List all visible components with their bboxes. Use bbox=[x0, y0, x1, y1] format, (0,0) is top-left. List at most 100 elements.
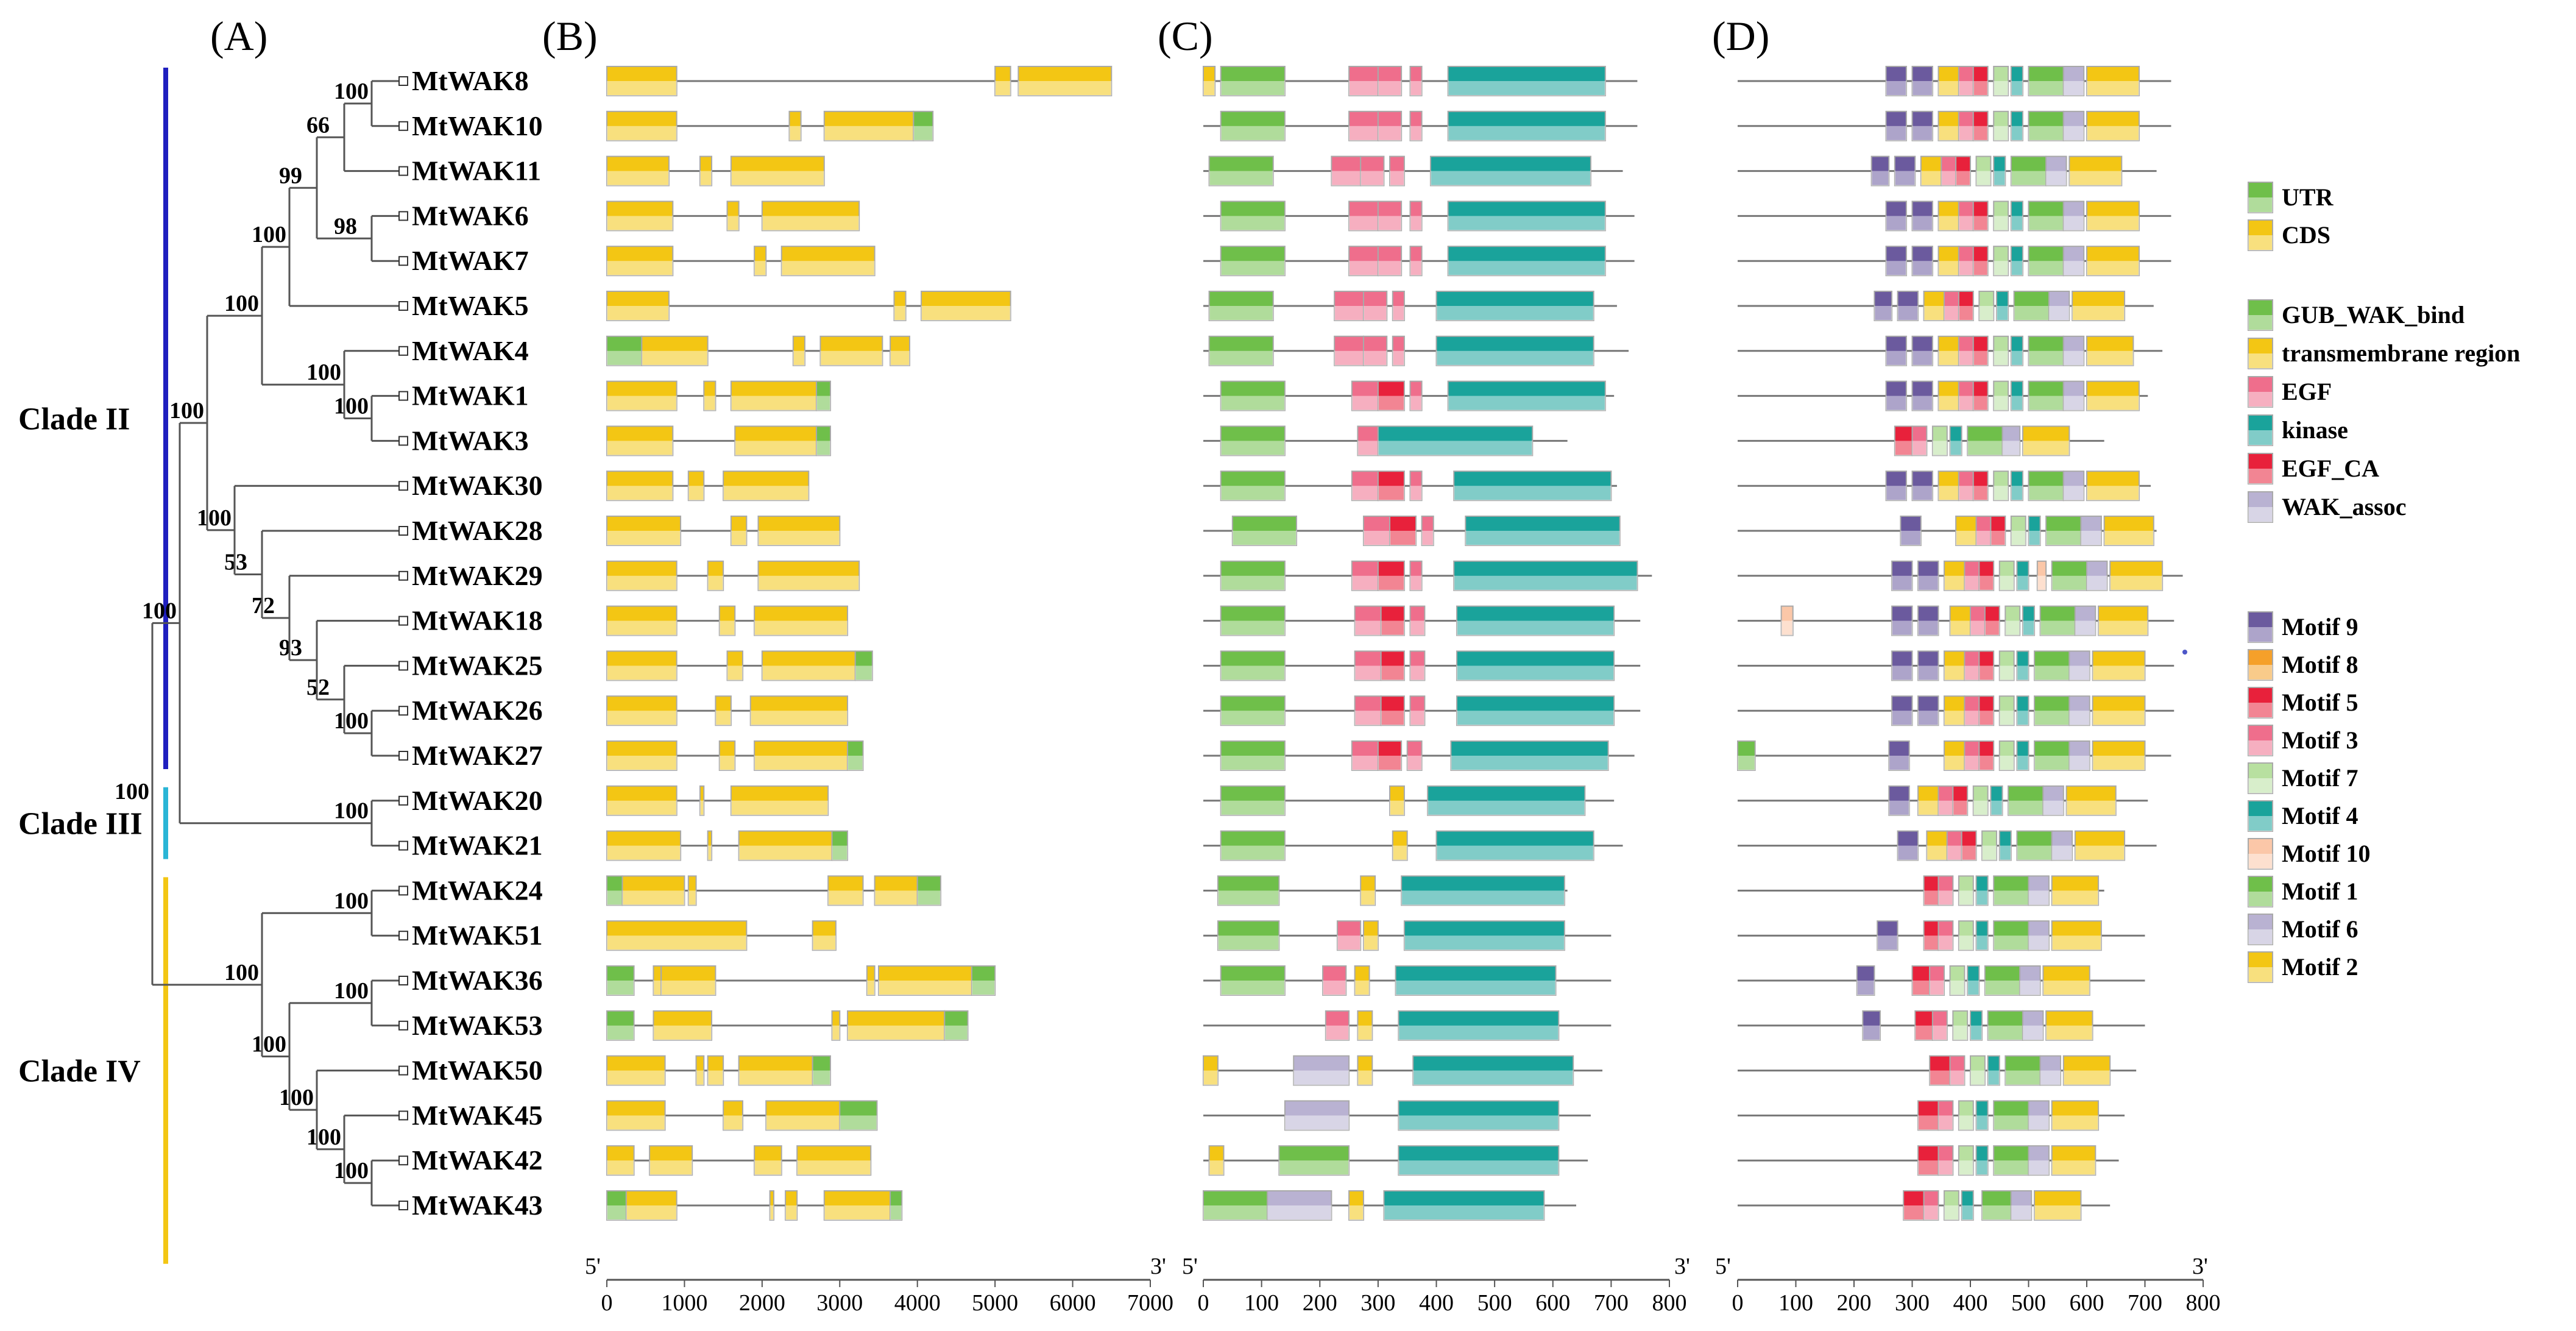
domain-block bbox=[1360, 155, 1385, 186]
cds-block bbox=[730, 380, 818, 411]
motif-block bbox=[1958, 1145, 1974, 1176]
motif-block bbox=[1964, 650, 1980, 681]
axis-d-ticks: 0 100 200 300 400 500 600 700 800 bbox=[1732, 1280, 2221, 1316]
cds-block bbox=[823, 110, 915, 141]
legend-swatch bbox=[2248, 611, 2273, 643]
domain-block bbox=[1389, 516, 1417, 546]
domain-block bbox=[1403, 920, 1565, 951]
motif-block bbox=[2042, 965, 2090, 996]
bootstrap-value: 100 bbox=[169, 398, 204, 424]
gene-label: MtWAK5 bbox=[412, 290, 529, 321]
motif-block bbox=[2068, 695, 2090, 726]
bootstrap-value: 100 bbox=[334, 708, 369, 734]
bootstrap-value: 100 bbox=[115, 779, 149, 804]
cds-block bbox=[730, 785, 829, 816]
motif-block bbox=[1993, 1145, 2029, 1176]
legend-label: transmembrane region bbox=[2282, 339, 2520, 367]
domain-block bbox=[1203, 1055, 1219, 1086]
cds-block bbox=[890, 335, 910, 366]
cds-block bbox=[606, 66, 678, 96]
gene-label: MtWAK26 bbox=[412, 695, 543, 726]
domain-block bbox=[1409, 380, 1423, 411]
cds-block bbox=[606, 516, 682, 546]
leaf-marker bbox=[398, 1020, 408, 1031]
cds-block bbox=[606, 1145, 635, 1176]
motif-block bbox=[2028, 201, 2064, 232]
motif-block bbox=[2016, 695, 2029, 726]
domain-block bbox=[1377, 110, 1403, 141]
domain-block bbox=[1412, 1055, 1574, 1086]
domain-block bbox=[1220, 201, 1286, 232]
cds-block bbox=[754, 605, 849, 636]
cds-block bbox=[653, 965, 662, 996]
motif-block bbox=[2010, 201, 2023, 232]
cds-block bbox=[780, 246, 876, 277]
motif-block bbox=[1937, 920, 1954, 951]
gene-label: MtWAK6 bbox=[412, 200, 529, 231]
motif-block bbox=[1885, 110, 1907, 141]
motif-block bbox=[2062, 110, 2085, 141]
utr-block bbox=[606, 1010, 635, 1041]
tick-label: 800 bbox=[2186, 1290, 2221, 1316]
cds-block bbox=[718, 740, 736, 771]
domain-block bbox=[1336, 920, 1362, 951]
domain-block bbox=[1354, 605, 1382, 636]
domain-block bbox=[1351, 380, 1379, 411]
gene-label: MtWAK50 bbox=[412, 1055, 543, 1086]
legend-label: Motif 1 bbox=[2282, 878, 2358, 905]
motif-block bbox=[2092, 695, 2146, 726]
domain-block bbox=[1357, 1055, 1373, 1086]
motif-block bbox=[2016, 830, 2053, 861]
domain-block bbox=[1362, 516, 1390, 546]
domain-block bbox=[1325, 1010, 1350, 1041]
motif-block bbox=[1972, 335, 1989, 366]
leaf-marker bbox=[398, 706, 408, 716]
legend-label: CDS bbox=[2282, 221, 2330, 249]
domain-block bbox=[1354, 965, 1370, 996]
cds-block bbox=[606, 560, 678, 591]
cds-block bbox=[606, 155, 670, 186]
motif-block bbox=[2034, 695, 2070, 726]
cds-block bbox=[893, 291, 907, 321]
domain-block bbox=[1220, 110, 1286, 141]
motif-block bbox=[1993, 110, 2009, 141]
cds-block bbox=[707, 1055, 724, 1086]
bootstrap-value: 100 bbox=[334, 394, 369, 419]
tick-label: 500 bbox=[2011, 1290, 2046, 1316]
domain-block bbox=[1409, 560, 1423, 591]
gene-structure-panel bbox=[606, 66, 1113, 1221]
tick-label: 1000 bbox=[661, 1290, 707, 1316]
motif-block bbox=[1964, 740, 1980, 771]
motif-block bbox=[2103, 516, 2154, 546]
domain-block bbox=[1220, 425, 1286, 456]
bootstrap-value: 53 bbox=[224, 549, 247, 575]
motif-block bbox=[1917, 1145, 1939, 1176]
cds-block bbox=[606, 201, 674, 232]
cds-block bbox=[812, 920, 837, 951]
motif-block bbox=[1944, 560, 1966, 591]
legend-swatch bbox=[2248, 687, 2273, 719]
motif-block bbox=[2010, 516, 2026, 546]
motif-block bbox=[1993, 155, 2006, 186]
motif-block bbox=[1964, 695, 1980, 726]
tick-label: 700 bbox=[2128, 1290, 2162, 1316]
leaf-marker bbox=[398, 211, 408, 221]
leaf-marker bbox=[398, 1201, 408, 1210]
domain-block bbox=[1453, 470, 1612, 502]
cds-block bbox=[866, 965, 876, 996]
motif-block bbox=[1975, 1145, 1989, 1176]
domain-block bbox=[1351, 470, 1379, 502]
motif-block bbox=[1911, 380, 1933, 411]
motif-block bbox=[1911, 335, 1933, 366]
bootstrap-value: 100 bbox=[224, 291, 259, 316]
cds-block bbox=[687, 875, 697, 906]
cds-block bbox=[723, 1100, 743, 1131]
domain-block bbox=[1409, 110, 1423, 141]
legend-swatch bbox=[2248, 838, 2273, 870]
gene-label: MtWAK10 bbox=[412, 110, 543, 141]
cds-block bbox=[757, 560, 860, 591]
motif-block bbox=[1981, 830, 1997, 861]
domain-block bbox=[1220, 695, 1286, 726]
motif-block bbox=[1978, 291, 1995, 321]
